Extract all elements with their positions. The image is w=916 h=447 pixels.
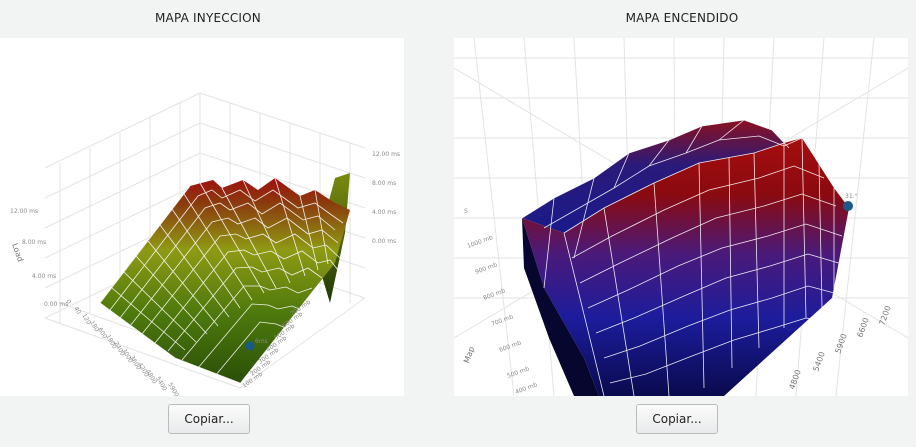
- injection-marker-label: 6ms: [255, 338, 268, 345]
- ign-rpm-tick-1: 5400: [811, 350, 826, 372]
- ignition-surface-edge: [522, 218, 599, 396]
- ignition-top-tick: S: [464, 208, 468, 215]
- ignition-surface-svg[interactable]: 1000 mb 900 mb 800 mb 700 mb 600 mb 500 …: [454, 38, 908, 396]
- injection-left-ticks: 12.00 ms 8.00 ms 4.00 ms 0.00 ms: [10, 208, 68, 308]
- ignition-surface-back: [522, 120, 789, 233]
- ign-map-tick-0: 1000 mb: [466, 234, 494, 250]
- injection-map-plot[interactable]: 12.00 ms 8.00 ms 4.00 ms 0.00 ms Load 12…: [0, 38, 404, 396]
- inj-rpm-tick-2: 120: [80, 313, 92, 327]
- ign-map-tick-4: 600 mb: [498, 339, 522, 354]
- ign-rpm-tick-3: 6600: [855, 316, 870, 338]
- inj-rpm-tick-11: 5400: [154, 376, 168, 393]
- ignition-map-title: MAPA ENCENDIDO: [625, 11, 739, 25]
- ign-rpm-tick-0: 4800: [787, 368, 802, 390]
- inj-left-tick-0: 12.00 ms: [10, 208, 38, 215]
- ignition-surface: [522, 138, 849, 396]
- injection-surface: [100, 178, 350, 383]
- injection-copy-button[interactable]: Copiar...: [168, 404, 250, 434]
- ignition-marker-label: 31.°: [845, 193, 858, 200]
- injection-map-title: MAPA INYECCION: [154, 11, 261, 25]
- ign-map-tick-5: 500 mb: [506, 365, 530, 380]
- inj-rpm-tick-3: 180: [88, 320, 100, 334]
- injection-surface-svg[interactable]: 12.00 ms 8.00 ms 4.00 ms 0.00 ms Load 12…: [0, 38, 404, 396]
- inj-rpm-tick-4: 600: [96, 327, 108, 341]
- ignition-axis-label: Map: [462, 345, 476, 364]
- ign-map-tick-3: 700 mb: [490, 313, 514, 328]
- inj-right-tick-0: 12.00 ms: [372, 151, 400, 158]
- inj-rpm-tick-1: 40: [72, 306, 82, 316]
- injection-surface-mesh: [99, 177, 344, 384]
- inj-rpm-tick-12: 5900: [166, 382, 180, 397]
- ignition-cursor-marker[interactable]: [843, 201, 853, 211]
- inj-left-tick-2: 4.00 ms: [32, 273, 56, 280]
- injection-right-ticks: 12.00 ms 8.00 ms 4.00 ms 0.00 ms: [372, 151, 400, 245]
- inj-right-tick-1: 8.00 ms: [372, 180, 396, 187]
- inj-left-tick-3: 0.00 ms: [44, 301, 68, 308]
- ignition-copy-button[interactable]: Copiar...: [636, 404, 718, 434]
- ign-rpm-tick-2: 5900: [833, 332, 848, 354]
- ignition-surface-mesh: [521, 119, 843, 396]
- inj-right-tick-3: 0.00 ms: [372, 238, 396, 245]
- ign-rpm-tick-4: 7200: [877, 304, 892, 326]
- inj-right-tick-2: 4.00 ms: [372, 209, 396, 216]
- ignition-map-plot[interactable]: 1000 mb 900 mb 800 mb 700 mb 600 mb 500 …: [454, 38, 908, 396]
- inj-rpm-tick-0: 0: [64, 299, 72, 306]
- ign-map-tick-1: 900 mb: [474, 261, 498, 276]
- inj-left-tick-1: 8.00 ms: [22, 239, 46, 246]
- injection-cursor-marker[interactable]: [245, 341, 255, 351]
- ign-map-tick-6: 400 mb: [514, 381, 538, 396]
